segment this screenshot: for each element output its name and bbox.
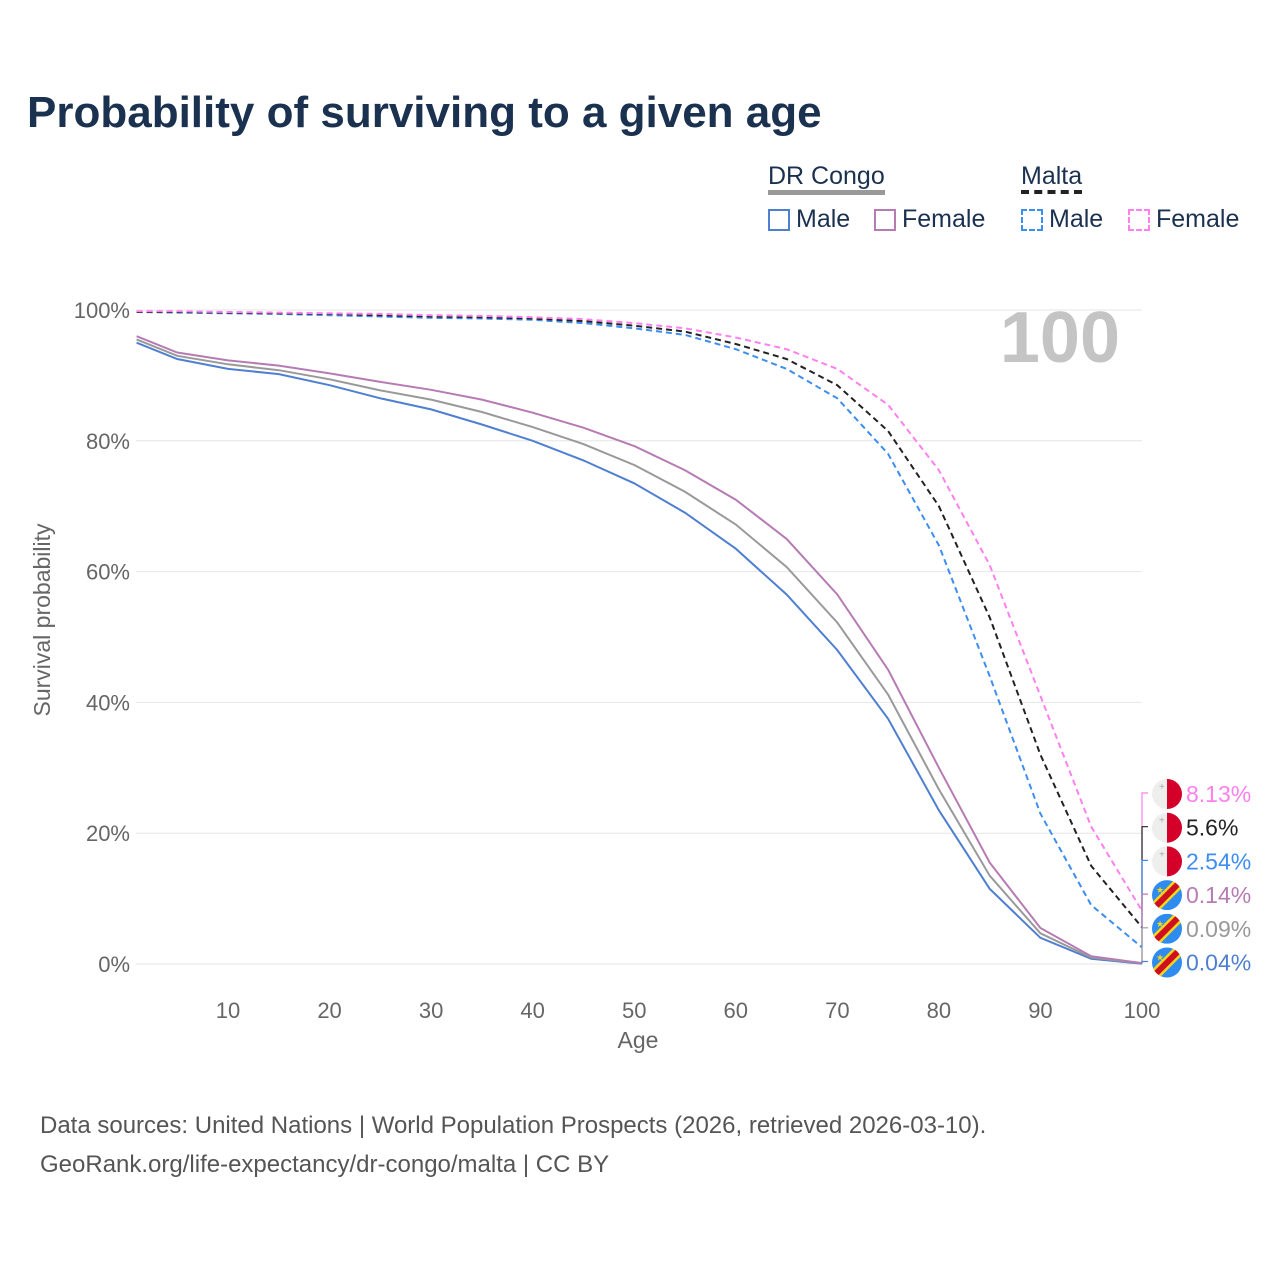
- svg-text:+: +: [1159, 816, 1165, 827]
- x-tick-label: 30: [419, 998, 443, 1023]
- chart-title: Probability of surviving to a given age: [27, 88, 822, 137]
- dr-congo-flag-icon: ★: [1152, 947, 1182, 978]
- y-tick-label: 100%: [74, 298, 130, 323]
- x-tick-label: 90: [1028, 998, 1052, 1023]
- legend-group-dr-congo: DR Congo: [768, 162, 885, 195]
- x-tick-label: 70: [825, 998, 849, 1023]
- end-connector: [1141, 826, 1148, 928]
- svg-text:★: ★: [1156, 885, 1164, 895]
- y-tick-label: 60%: [86, 560, 130, 585]
- legend-swatch: [768, 209, 790, 231]
- legend-swatch: [1128, 209, 1150, 231]
- end-connector: [1141, 960, 1148, 964]
- end-connector: [1141, 927, 1148, 964]
- legend-label: Male: [1049, 205, 1104, 233]
- svg-text:★: ★: [1156, 953, 1164, 963]
- svg-text:+: +: [1159, 849, 1165, 860]
- x-tick-label: 100: [1124, 998, 1161, 1023]
- legend-malta-female[interactable]: Female: [1128, 205, 1239, 234]
- x-axis-label: Age: [618, 1027, 659, 1053]
- series-line-malta-female: [136, 310, 1143, 912]
- legend-group-malta: Malta: [1021, 162, 1083, 194]
- y-tick-label: 80%: [86, 429, 130, 454]
- end-value-label: 0.04%: [1186, 950, 1251, 976]
- y-tick-label: 40%: [86, 690, 130, 715]
- end-connector: [1141, 859, 1148, 948]
- y-axis-label: Survival probability: [29, 523, 55, 717]
- footer-attribution[interactable]: GeoRank.org/life-expectancy/dr-congo/mal…: [40, 1151, 610, 1178]
- end-value-label: 5.6%: [1186, 815, 1238, 841]
- x-tick-label: 10: [216, 998, 240, 1023]
- footer-sources: Data sources: United Nations | World Pop…: [40, 1112, 987, 1139]
- x-tick-label: 80: [927, 998, 951, 1023]
- legend-label: Female: [902, 205, 986, 233]
- dr-congo-flag-icon: ★: [1152, 880, 1182, 911]
- legend-drc-female[interactable]: Female: [874, 205, 985, 234]
- malta-flag-icon: +: [1152, 846, 1182, 877]
- legend-drc-male[interactable]: Male: [768, 205, 850, 234]
- series-line-dr-congo-female: [136, 335, 1143, 965]
- footer: Data sources: United Nations | World Pop…: [40, 1106, 986, 1184]
- end-value-label: 0.09%: [1186, 916, 1251, 942]
- x-tick-label: 20: [317, 998, 341, 1023]
- end-connector: [1141, 792, 1148, 911]
- end-value-label: 2.54%: [1186, 848, 1251, 874]
- legend-label: Male: [796, 205, 851, 233]
- year-watermark: 100: [1000, 298, 1120, 378]
- svg-text:+: +: [1159, 782, 1165, 793]
- legend-malta-male[interactable]: Male: [1021, 205, 1103, 234]
- end-value-label: 8.13%: [1186, 781, 1251, 807]
- svg-text:★: ★: [1156, 919, 1164, 929]
- legend-label: Female: [1156, 205, 1240, 233]
- x-tick-label: 40: [520, 998, 544, 1023]
- series-line-malta-total: [136, 311, 1143, 929]
- end-value-label: 0.14%: [1186, 882, 1251, 908]
- malta-flag-icon: +: [1152, 779, 1182, 809]
- y-tick-label: 20%: [86, 821, 130, 846]
- malta-flag-icon: +: [1152, 812, 1182, 843]
- series-line-malta-male: [136, 311, 1143, 949]
- series-line-dr-congo-total: [136, 338, 1143, 965]
- dr-congo-flag-icon: ★: [1152, 913, 1182, 944]
- y-tick-label: 0%: [98, 952, 130, 977]
- legend-swatch: [1021, 209, 1043, 231]
- x-tick-label: 50: [622, 998, 646, 1023]
- legend-swatch: [874, 209, 896, 231]
- end-connector: [1141, 893, 1148, 964]
- series-line-dr-congo-male: [136, 341, 1143, 965]
- x-tick-label: 60: [724, 998, 748, 1023]
